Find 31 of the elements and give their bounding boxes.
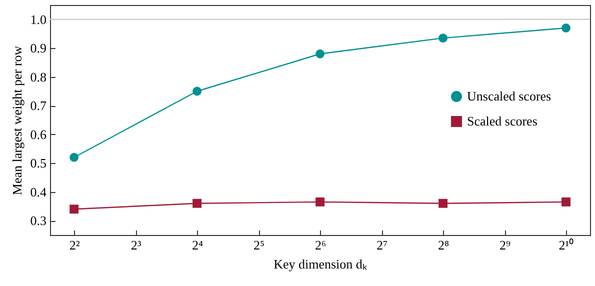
- y-tick-label: 0.6: [30, 126, 47, 142]
- x-tick-label: 2⁸: [438, 238, 450, 252]
- x-tick-label: 2⁴: [192, 238, 204, 252]
- point: [70, 152, 79, 162]
- x-tick-label: 2⁶: [315, 238, 326, 252]
- legend-label: Scaled scores: [467, 114, 538, 128]
- y-tick-label: 1.0: [30, 12, 46, 27]
- x-tick-label: 2⁷: [376, 238, 388, 252]
- y-tick-label: 0.3: [30, 213, 46, 228]
- point: [438, 34, 448, 43]
- y-tick-label: 0.4: [30, 184, 47, 200]
- x-tick-label: 2⁹: [499, 238, 511, 252]
- y-tick-label: 0.7: [30, 98, 47, 114]
- y-axis-title: Mean largest weight per row: [9, 45, 24, 196]
- x-tick-label: 2²: [69, 238, 80, 252]
- x-tick-label: 2⁵: [254, 238, 265, 252]
- point: [192, 198, 202, 208]
- point: [192, 86, 202, 96]
- point: [70, 204, 79, 214]
- point: [562, 24, 570, 32]
- y-tick-label: 0.8: [30, 69, 46, 84]
- legend-label: Unscaled scores: [467, 88, 552, 104]
- point: [562, 197, 570, 206]
- y-tick-label: 0.5: [30, 156, 46, 171]
- x-axis-title: Key dimension dₖ: [274, 256, 368, 272]
- x-tick-label: 2¹⁰: [558, 238, 574, 252]
- y-tick-label: 0.9: [30, 40, 46, 56]
- x-tick-label: 2³: [130, 238, 142, 252]
- point: [438, 198, 448, 208]
- point: [316, 197, 325, 206]
- point: [316, 49, 325, 58]
